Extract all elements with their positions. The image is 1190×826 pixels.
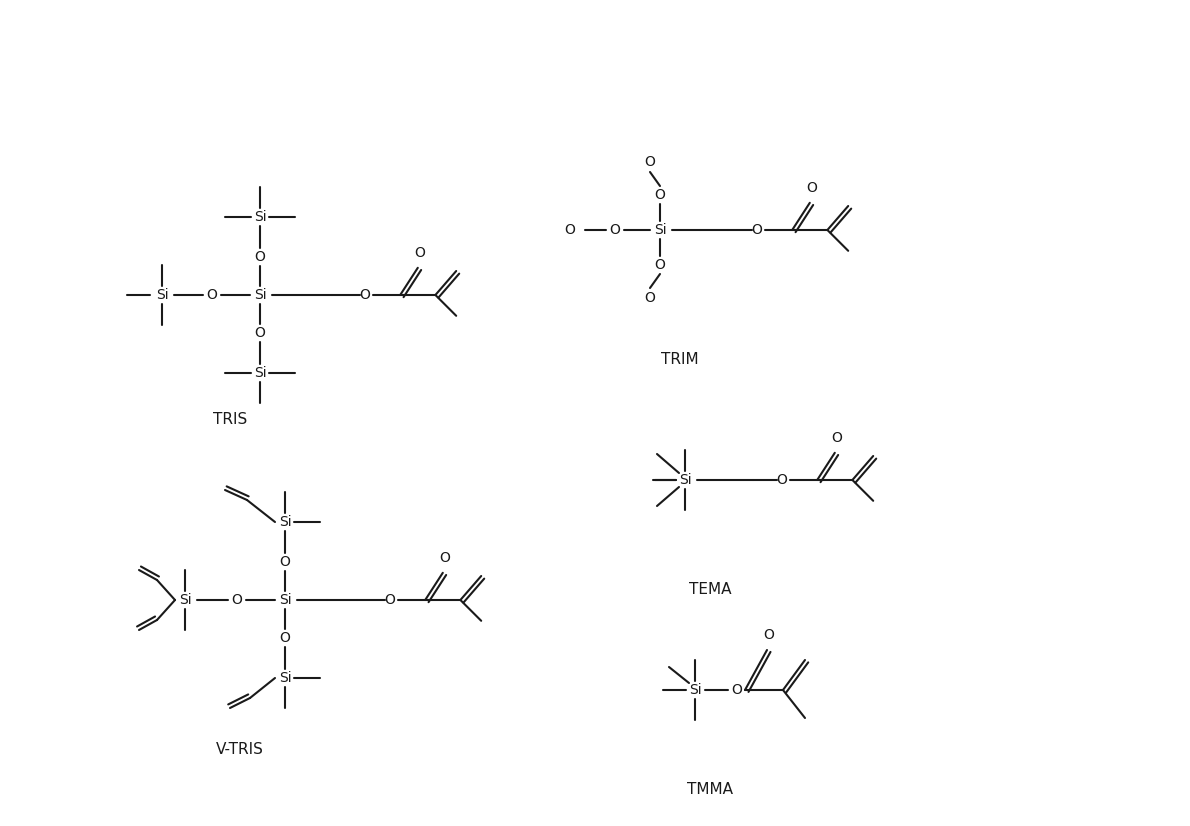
Text: O: O bbox=[654, 188, 665, 202]
Text: Si: Si bbox=[156, 288, 168, 302]
Text: Si: Si bbox=[653, 223, 666, 237]
Text: O: O bbox=[777, 473, 788, 487]
Text: O: O bbox=[564, 223, 575, 237]
Text: Si: Si bbox=[278, 593, 292, 607]
Text: O: O bbox=[359, 288, 370, 302]
Text: O: O bbox=[255, 250, 265, 264]
Text: Si: Si bbox=[253, 288, 267, 302]
Text: Si: Si bbox=[278, 671, 292, 685]
Text: O: O bbox=[280, 555, 290, 569]
Text: O: O bbox=[384, 593, 395, 607]
Text: O: O bbox=[832, 431, 843, 444]
Text: V-TRIS: V-TRIS bbox=[217, 743, 264, 757]
Text: O: O bbox=[280, 631, 290, 645]
Text: O: O bbox=[764, 628, 775, 642]
Text: O: O bbox=[752, 223, 763, 237]
Text: O: O bbox=[644, 291, 655, 305]
Text: O: O bbox=[644, 155, 655, 169]
Text: O: O bbox=[207, 288, 218, 302]
Text: Si: Si bbox=[253, 366, 267, 380]
Text: Si: Si bbox=[178, 593, 192, 607]
Text: Si: Si bbox=[253, 210, 267, 224]
Text: O: O bbox=[609, 223, 620, 237]
Text: TMMA: TMMA bbox=[687, 782, 733, 797]
Text: TEMA: TEMA bbox=[689, 582, 731, 597]
Text: Si: Si bbox=[678, 473, 691, 487]
Text: TRIS: TRIS bbox=[213, 412, 248, 428]
Text: O: O bbox=[439, 551, 450, 565]
Text: Si: Si bbox=[689, 683, 701, 697]
Text: O: O bbox=[232, 593, 243, 607]
Text: O: O bbox=[732, 683, 743, 697]
Text: TRIM: TRIM bbox=[662, 353, 699, 368]
Text: O: O bbox=[255, 326, 265, 340]
Text: O: O bbox=[807, 181, 818, 195]
Text: O: O bbox=[414, 246, 425, 260]
Text: O: O bbox=[654, 258, 665, 272]
Text: Si: Si bbox=[278, 515, 292, 529]
